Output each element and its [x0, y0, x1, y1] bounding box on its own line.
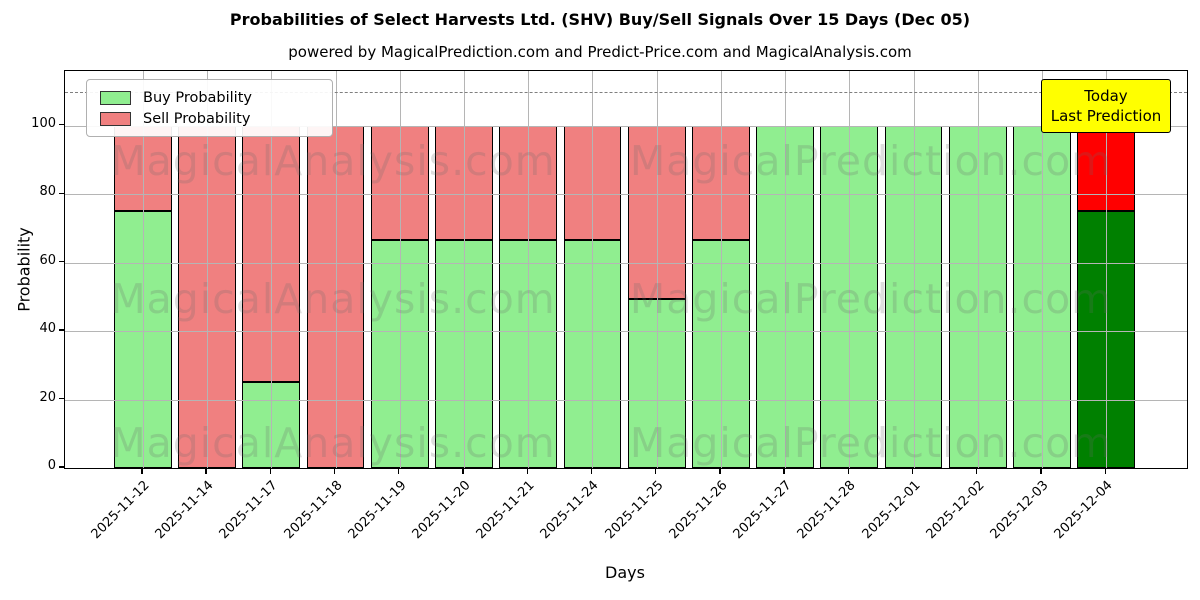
y-tick-mark [59, 192, 64, 194]
v-gridline [207, 71, 209, 468]
watermark-text: MagicalPrediction.com [629, 137, 1113, 185]
bar-segment-sell [627, 125, 686, 299]
h-gridline [65, 262, 1187, 264]
v-gridline [1106, 71, 1108, 468]
x-tick-mark [847, 468, 849, 474]
y-tick-label: 60 [39, 252, 56, 268]
watermark-text: MagicalPrediction.com [629, 275, 1113, 323]
x-tick-mark [1104, 468, 1106, 474]
today-annotation-line1: Today [1084, 87, 1128, 105]
today-annotation-line2: Last Prediction [1050, 107, 1162, 125]
h-gridline [65, 331, 1187, 333]
v-gridline [913, 71, 915, 468]
bar-segment-buy [820, 125, 879, 468]
bar-segment-buy [756, 125, 814, 468]
legend-label: Sell Probability [143, 110, 251, 127]
bar-segment-buy [563, 239, 622, 468]
bar-segment-sell [499, 125, 558, 240]
y-tick-mark [59, 260, 64, 263]
v-gridline [977, 71, 979, 468]
x-tick-mark [1040, 468, 1042, 474]
bar-segment-buy [435, 239, 493, 468]
x-tick-mark [333, 468, 336, 474]
x-tick-mark [719, 468, 721, 474]
bar-segment-buy [499, 239, 558, 468]
y-tick-label: 0 [47, 458, 56, 473]
bar-segment-buy [884, 125, 943, 468]
bar-segment-sell [435, 125, 493, 240]
watermark-text: MagicalAnalysis.com [110, 275, 556, 323]
bar-segment-sell [691, 125, 750, 240]
threshold-dashed-line [65, 91, 1187, 93]
h-gridline [65, 194, 1187, 196]
y-tick-mark [59, 397, 64, 400]
y-tick-label: 20 [39, 389, 56, 405]
bar-segment-sell [563, 125, 622, 240]
buy-swatch-icon [100, 90, 131, 105]
y-tick-mark [59, 124, 64, 126]
x-tick-mark [783, 468, 785, 474]
plot-area: MagicalAnalysis.com MagicalPrediction.com… [64, 70, 1188, 469]
legend: Buy Probability Sell Probability [86, 79, 333, 137]
h-gridline [65, 399, 1187, 401]
today-annotation: Today Last Prediction [1041, 79, 1171, 133]
y-tick-label: 80 [39, 184, 56, 200]
v-gridline [785, 71, 787, 468]
v-gridline [592, 71, 594, 468]
sell-swatch-icon [100, 111, 131, 126]
x-tick-mark [654, 468, 657, 474]
v-gridline [399, 71, 401, 468]
legend-item-buy: Buy Probability [87, 90, 332, 106]
v-gridline [464, 71, 465, 468]
watermark-text: MagicalPrediction.com [629, 419, 1113, 467]
x-tick-mark [526, 468, 528, 474]
v-gridline [720, 71, 722, 468]
bar-segment-buy [627, 298, 686, 468]
v-gridline [1041, 71, 1043, 468]
v-gridline [656, 71, 658, 468]
chart-subtitle: powered by MagicalPrediction.com and Pre… [288, 43, 912, 61]
h-gridline [65, 125, 1187, 127]
x-tick-mark [911, 468, 914, 474]
bar-segment-buy [691, 239, 750, 468]
v-gridline [271, 71, 273, 468]
x-tick-mark [141, 468, 143, 474]
v-gridline [142, 71, 144, 468]
x-tick-mark [205, 468, 207, 474]
x-tick-mark [590, 468, 593, 474]
legend-label: Buy Probability [143, 89, 252, 106]
y-tick-label: 40 [39, 321, 56, 337]
watermark-text: MagicalAnalysis.com [110, 137, 556, 185]
x-tick-mark [269, 468, 272, 474]
chart-title: Probabilities of Select Harvests Ltd. (S… [229, 10, 971, 29]
y-axis-label: Probability [14, 227, 34, 312]
v-gridline [335, 71, 337, 468]
y-tick-mark [59, 329, 64, 331]
x-axis-label: Days [605, 563, 645, 582]
v-gridline [528, 71, 530, 468]
v-gridline [849, 71, 851, 468]
x-tick-mark [462, 468, 464, 474]
watermark-text: MagicalAnalysis.com [110, 419, 556, 467]
y-tick-mark [59, 466, 64, 468]
x-tick-mark [398, 468, 400, 474]
x-tick-mark [976, 468, 978, 474]
y-tick-label: 100 [31, 115, 56, 131]
legend-item-sell: Sell Probability [87, 111, 332, 127]
